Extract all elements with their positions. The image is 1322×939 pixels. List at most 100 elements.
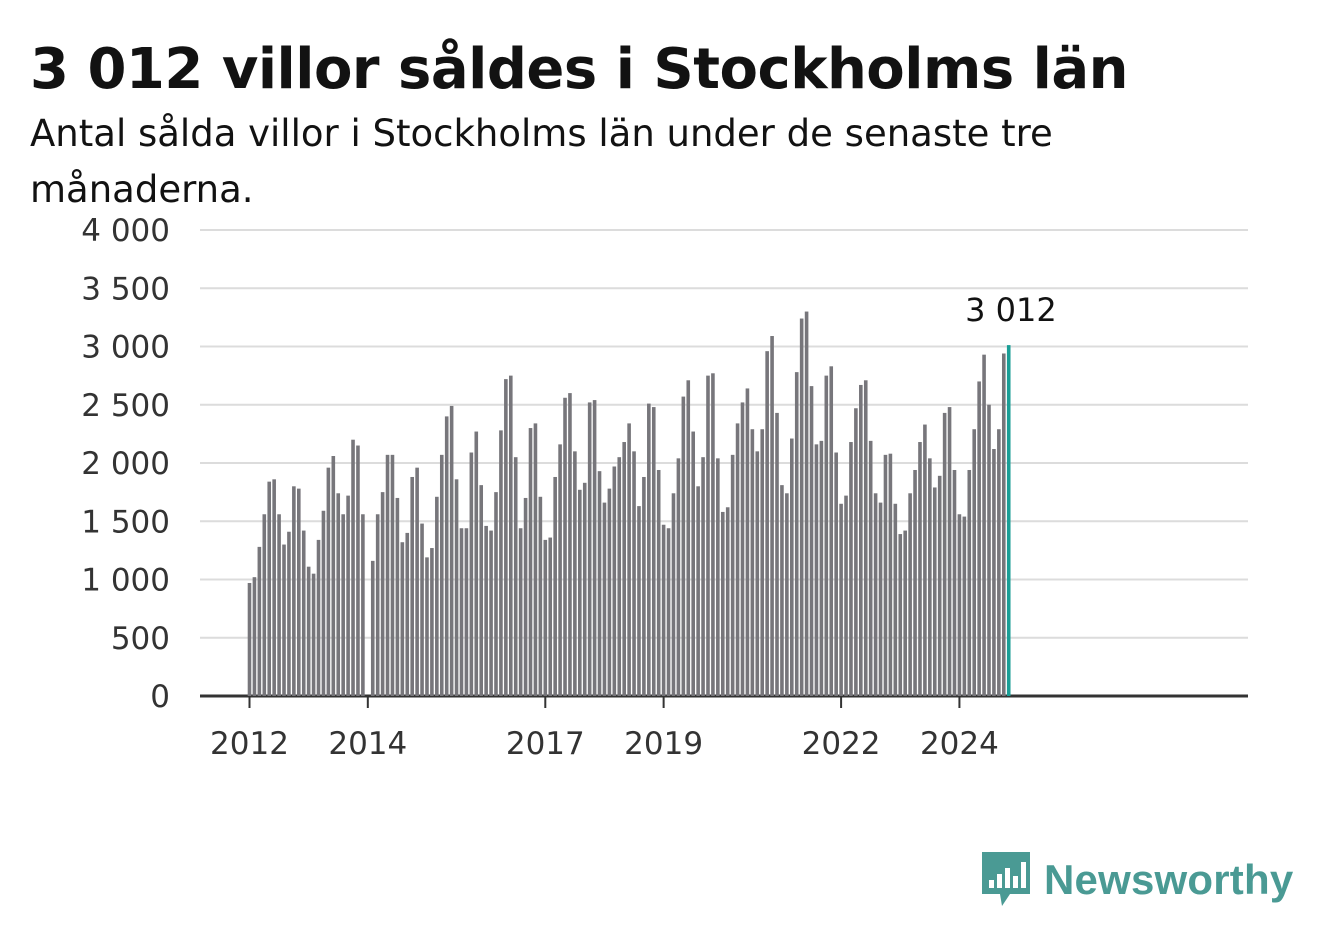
bar [775, 412, 779, 696]
bar [425, 557, 429, 696]
bar [607, 488, 612, 696]
bar [375, 514, 380, 696]
bar [987, 404, 991, 696]
bar [947, 407, 952, 696]
y-tick-label: 500 [111, 621, 170, 657]
bar [444, 416, 449, 696]
bar [701, 457, 705, 696]
bar [494, 492, 498, 696]
bar [563, 397, 567, 696]
bar [553, 476, 557, 696]
bar [454, 479, 459, 696]
bar [844, 495, 848, 696]
y-tick-label: 2 500 [81, 388, 170, 424]
bar [518, 528, 523, 696]
bar [504, 379, 508, 696]
bar [277, 514, 281, 696]
y-tick-label: 3 500 [81, 271, 170, 307]
y-tick-label: 3 000 [81, 330, 170, 366]
bar [937, 475, 942, 696]
bar [336, 493, 341, 696]
bar [341, 514, 345, 696]
bar [597, 471, 602, 696]
bar [316, 539, 321, 696]
bar [913, 469, 917, 696]
bar [711, 373, 715, 696]
bar [799, 318, 804, 696]
bar [755, 451, 760, 696]
bar [932, 487, 937, 696]
bar [573, 451, 577, 696]
chart-subtitle: Antal sålda villor i Stockholms län unde… [30, 112, 1053, 211]
bar [849, 442, 853, 696]
x-tick-label: 2024 [920, 726, 999, 762]
bar [400, 542, 405, 696]
bar [292, 486, 296, 696]
bar [666, 528, 671, 696]
bar [878, 502, 883, 696]
bar [928, 458, 932, 696]
bar [430, 548, 434, 696]
bar [558, 444, 562, 696]
bar [439, 454, 444, 696]
bar [859, 384, 863, 696]
bar [854, 408, 858, 696]
bar [592, 400, 597, 696]
bar [671, 493, 676, 696]
bars [247, 311, 1011, 696]
bar [311, 573, 316, 696]
bar [543, 539, 548, 696]
bar [1006, 345, 1011, 696]
x-tick-label: 2014 [328, 726, 407, 762]
bar [908, 493, 912, 696]
bar [297, 488, 301, 696]
y-tick-label: 1 500 [81, 504, 170, 540]
bar [405, 532, 410, 696]
bar [1001, 353, 1006, 696]
bar [888, 453, 893, 696]
bar [513, 457, 518, 696]
bar [257, 546, 262, 696]
bar [252, 577, 257, 696]
bar [622, 442, 626, 696]
bar [706, 375, 710, 696]
bar [326, 467, 331, 696]
bar [632, 451, 636, 696]
bar [834, 452, 838, 696]
bar [267, 481, 272, 696]
bar [602, 502, 607, 696]
bar [883, 454, 888, 696]
bar [435, 496, 439, 696]
bar [395, 497, 400, 696]
bar [716, 458, 720, 696]
bar [282, 544, 286, 696]
chart-title: 3 012 villor såldes i Stockholms län [30, 37, 1129, 102]
bar [415, 467, 419, 696]
bar [898, 534, 903, 696]
bar [459, 528, 464, 696]
bar [420, 523, 424, 696]
last-value-label: 3 012 [965, 291, 1057, 329]
bar [469, 452, 474, 696]
bar [479, 485, 484, 696]
bar [612, 466, 617, 696]
bar-chart-speech-bubble-icon [982, 852, 1030, 906]
bar [839, 503, 843, 696]
bar [528, 428, 533, 696]
bar [750, 429, 755, 696]
bar [582, 482, 587, 696]
bar [967, 469, 972, 696]
bar [548, 537, 553, 696]
bar [474, 431, 479, 696]
bar [642, 476, 646, 696]
bar [730, 454, 735, 696]
bar [262, 514, 267, 696]
bar [656, 469, 661, 696]
bar [923, 424, 927, 696]
bar [449, 405, 454, 696]
bar [499, 430, 503, 696]
bar [765, 351, 769, 696]
bar [637, 506, 641, 696]
bar [952, 469, 957, 696]
